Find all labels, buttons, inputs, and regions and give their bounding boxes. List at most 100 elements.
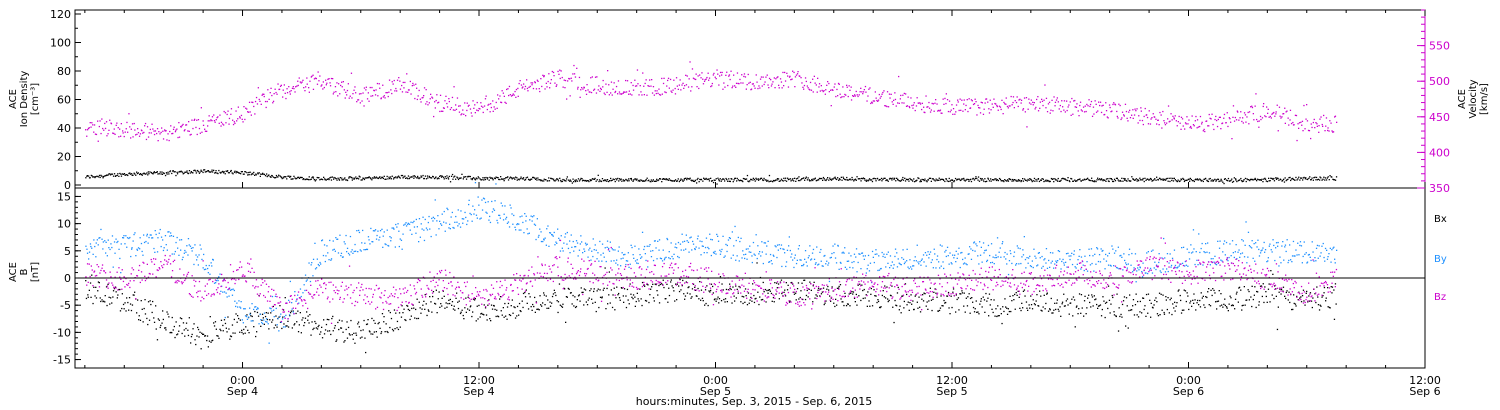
velocity-series-point	[910, 97, 912, 99]
velocity-series-point	[1164, 122, 1166, 124]
density-series-point	[254, 174, 256, 176]
density-series-point	[613, 178, 615, 181]
b-series-by-point	[776, 256, 778, 259]
b-series-bx-point	[371, 317, 373, 320]
b-series-bx-point	[1308, 300, 1311, 302]
velocity-series-point	[780, 81, 783, 83]
b-series-bx-point	[645, 300, 648, 302]
b-series-bx-point	[247, 329, 249, 331]
velocity-series-point	[200, 107, 202, 109]
density-series-point	[618, 178, 621, 180]
density-series-point	[457, 178, 460, 181]
velocity-series-point	[569, 95, 571, 97]
b-series-by-point	[375, 238, 378, 240]
density-series-point	[495, 176, 497, 178]
b-series-by-point	[324, 260, 326, 263]
velocity-series-point	[692, 77, 695, 79]
b-series-bx-point	[344, 340, 346, 342]
b-series-by-point	[183, 252, 185, 254]
b-series-by-point	[300, 295, 302, 298]
density-series-point	[281, 176, 283, 179]
density-series-point	[742, 177, 745, 180]
b-series-bx-point	[1317, 296, 1319, 298]
b-series-bx-point	[384, 331, 386, 333]
density-series-point	[180, 170, 182, 172]
velocity-series-point	[766, 74, 768, 76]
velocity-series-point	[966, 99, 968, 101]
b-series-by-point	[233, 289, 235, 292]
b-series-bx-point	[819, 288, 821, 290]
b-series-by-point	[552, 235, 554, 237]
b-series-by-point	[129, 236, 131, 239]
velocity-series-point	[783, 85, 785, 87]
density-series-point	[708, 180, 711, 182]
velocity-series-point	[356, 101, 358, 103]
b-series-bx-point	[536, 308, 538, 310]
velocity-series-point	[1301, 124, 1303, 126]
b-series-bx-point	[278, 316, 280, 318]
velocity-series-point	[681, 84, 683, 86]
velocity-series-point	[981, 102, 983, 104]
b-series-bx-point	[607, 303, 609, 305]
density-series-point	[565, 178, 568, 180]
b-series-bx-point	[1013, 299, 1015, 301]
b-series-bx-point	[1001, 322, 1003, 325]
density-series-point	[125, 174, 127, 176]
b-series-bx-point	[833, 302, 835, 304]
velocity-series-point	[634, 85, 637, 87]
b-series-by-point	[634, 245, 636, 247]
b-series-by-point	[509, 204, 511, 206]
b-series-bx-point	[613, 287, 615, 289]
density-series-point	[569, 179, 571, 181]
velocity-series-point	[386, 92, 388, 94]
b-series-by-point	[212, 259, 214, 261]
b-series-by-point	[538, 234, 540, 237]
b-series-by-point	[464, 211, 466, 214]
b-series-bx-point	[1121, 303, 1124, 306]
b-series-bx-point	[808, 288, 810, 290]
b-series-bx-point	[649, 294, 651, 296]
velocity-series-point	[708, 77, 711, 79]
b-series-by-point	[574, 246, 576, 248]
density-series-point	[498, 178, 500, 181]
velocity-series-point	[1119, 104, 1121, 107]
velocity-series-point	[1286, 110, 1288, 112]
density-series-point	[767, 179, 769, 182]
b-series-bx-point	[1187, 295, 1189, 297]
velocity-series-point	[940, 112, 942, 114]
b-series-by-point	[424, 218, 426, 221]
density-series-point	[368, 176, 370, 178]
b-series-by-point	[587, 256, 589, 258]
b-series-by-point	[468, 203, 470, 206]
density-series-point	[1031, 180, 1033, 183]
b-series-bx-point	[990, 299, 992, 301]
velocity-series-point	[109, 119, 111, 121]
b-series-bx-point	[1311, 306, 1313, 309]
density-series-point	[1188, 178, 1190, 180]
b-series-bx-point	[578, 294, 580, 296]
density-series-point	[703, 177, 705, 179]
density-series-point	[1099, 178, 1101, 180]
b-series-bx-point	[638, 300, 640, 302]
b-series-bx-point	[969, 297, 972, 300]
density-series-point	[573, 181, 575, 183]
velocity-series-point	[548, 73, 550, 75]
velocity-series-point	[983, 108, 985, 110]
density-series-point	[911, 179, 913, 181]
b-series-bx-point	[725, 288, 728, 291]
b-series-bx-point	[960, 293, 962, 295]
velocity-series-point	[1190, 125, 1192, 128]
density-series-point	[483, 179, 485, 181]
velocity-series-point	[912, 104, 915, 106]
velocity-series-point	[334, 86, 337, 88]
b-series-by-point	[372, 241, 374, 243]
velocity-series-point	[813, 75, 815, 77]
density-series-point	[730, 178, 732, 180]
velocity-series-point	[654, 90, 656, 92]
velocity-series-point	[1149, 123, 1152, 125]
b-series-by-point	[710, 254, 712, 257]
velocity-series-point	[768, 87, 770, 89]
density-series-point	[1254, 177, 1256, 180]
b-series-bx-point	[944, 302, 946, 304]
b-series-bx-point	[140, 300, 142, 302]
